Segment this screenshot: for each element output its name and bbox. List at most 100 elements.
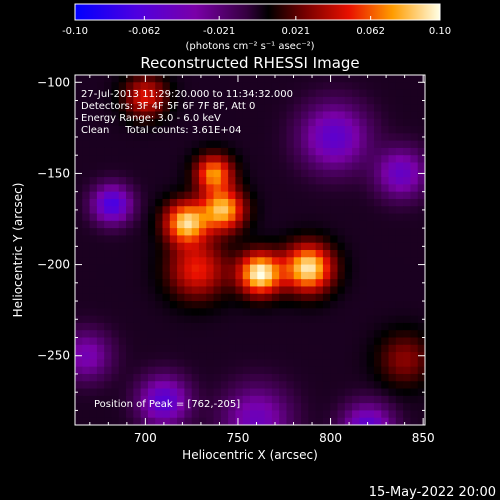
heatmap-cell	[111, 381, 120, 390]
heatmap-cell	[213, 257, 222, 266]
heatmap-cell	[373, 257, 382, 266]
heatmap-cell	[264, 264, 273, 273]
heatmap-cell	[140, 279, 149, 288]
heatmap-cell	[315, 96, 324, 105]
heatmap-cell	[191, 330, 200, 339]
heatmap-cell	[388, 344, 397, 353]
heatmap-cell	[235, 82, 244, 91]
heatmap-cell	[118, 366, 127, 375]
heatmap-cell	[111, 133, 120, 142]
heatmap-cell	[330, 213, 339, 222]
heatmap-cell	[118, 359, 127, 368]
heatmap-cell	[177, 403, 185, 412]
heatmap-cell	[198, 366, 207, 375]
heatmap-cell	[286, 359, 295, 368]
heatmap-cell	[279, 257, 288, 266]
heatmap-cell	[308, 111, 317, 120]
heatmap-cell	[184, 242, 193, 251]
heatmap-cell	[111, 126, 120, 134]
heatmap-cell	[315, 184, 324, 193]
heatmap-cell	[111, 337, 120, 346]
heatmap-cell	[410, 250, 419, 258]
heatmap-cell	[96, 330, 105, 339]
heatmap-cell	[330, 315, 339, 324]
heatmap-cell	[75, 96, 83, 105]
heatmap-cell	[118, 213, 127, 222]
heatmap-cell	[133, 140, 142, 149]
heatmap-cell	[118, 228, 127, 237]
heatmap-cell	[140, 257, 149, 266]
heatmap-cell	[220, 177, 229, 185]
heatmap-cell	[213, 388, 222, 397]
heatmap-cell	[315, 220, 324, 229]
heatmap-cell	[403, 206, 412, 215]
heatmap-cell	[126, 206, 134, 215]
heatmap-cell	[184, 147, 193, 156]
heatmap-cell	[366, 279, 375, 288]
heatmap-cell	[96, 373, 105, 382]
heatmap-cell	[388, 96, 397, 105]
heatmap-cell	[228, 417, 237, 425]
heatmap-cell	[177, 388, 185, 397]
heatmap-cell	[228, 366, 237, 375]
heatmap-cell	[308, 89, 317, 98]
heatmap-cell	[395, 359, 404, 368]
heatmap-cell	[198, 198, 207, 207]
heatmap-cell	[220, 169, 229, 178]
heatmap-cell	[104, 388, 113, 397]
heatmap-cell	[96, 118, 105, 127]
heatmap-cell	[344, 242, 353, 251]
heatmap-cell	[198, 213, 207, 222]
heatmap-cell	[322, 242, 331, 251]
heatmap-cell	[286, 213, 295, 222]
heatmap-cell	[220, 242, 229, 251]
heatmap-cell	[220, 198, 229, 207]
heatmap-cell	[250, 257, 258, 266]
heatmap-cell	[111, 293, 120, 302]
heatmap-cell	[235, 417, 244, 425]
heatmap-cell	[279, 359, 288, 368]
heatmap-cell	[140, 228, 149, 237]
heatmap-cell	[403, 403, 412, 412]
x-axis: 700 750 800 850	[89, 75, 435, 445]
heatmap-cell	[279, 322, 288, 331]
heatmap-cell	[403, 111, 412, 120]
colorbar-tick-label: -0.021	[203, 26, 235, 37]
heatmap-cell	[395, 330, 404, 339]
heatmap-cell	[337, 308, 346, 317]
heatmap-cell	[140, 373, 149, 382]
heatmap-cell	[242, 344, 251, 353]
heatmap-cell	[140, 301, 149, 309]
heatmap-cell	[242, 242, 251, 251]
heatmap-cell	[301, 96, 309, 105]
heatmap-cell	[177, 293, 185, 302]
heatmap-cell	[198, 286, 207, 295]
heatmap-cell	[140, 293, 149, 302]
heatmap-cell	[104, 235, 113, 244]
heatmap-cell	[169, 111, 178, 120]
heatmap-cell	[220, 322, 229, 331]
heatmap-cell	[118, 177, 127, 185]
heatmap-cell	[184, 403, 193, 412]
heatmap-cell	[155, 403, 164, 412]
heatmap-cell	[96, 228, 105, 237]
heatmap-cell	[366, 293, 375, 302]
heatmap-cell	[213, 228, 222, 237]
heatmap-cell	[250, 352, 258, 360]
heatmap-cell	[133, 147, 142, 156]
heatmap-cell	[118, 126, 127, 134]
heatmap-cell	[155, 228, 164, 237]
heatmap-cell	[301, 220, 309, 229]
heatmap-cell	[403, 293, 412, 302]
heatmap-cell	[293, 235, 302, 244]
heatmap-cell	[395, 111, 404, 120]
heatmap-cell	[147, 359, 156, 368]
heatmap-cell	[111, 279, 120, 288]
heatmap-cell	[89, 184, 98, 193]
heatmap-cell	[242, 184, 251, 193]
heatmap-cell	[133, 388, 142, 397]
heatmap-cell	[89, 89, 98, 98]
heatmap-cell	[301, 271, 309, 280]
heatmap-cell	[104, 140, 113, 149]
heatmap-cell	[213, 111, 222, 120]
